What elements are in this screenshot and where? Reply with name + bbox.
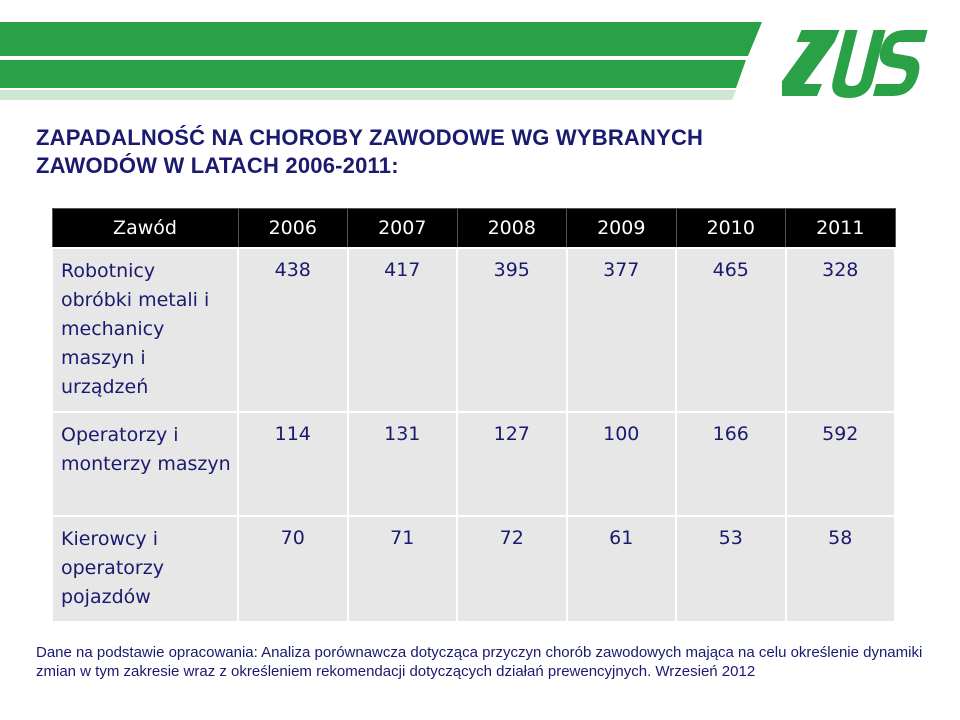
table-cell: 114 — [237, 411, 349, 517]
header-cell-2007: 2007 — [347, 208, 458, 249]
table-cell: 131 — [346, 411, 458, 517]
table-cell: 71 — [346, 515, 458, 623]
header-stripes — [0, 22, 762, 100]
zus-logo-mark — [775, 30, 928, 98]
table-cell: 377 — [565, 247, 677, 413]
table-cell: 72 — [456, 515, 568, 623]
table-cell: 592 — [784, 411, 896, 517]
table-header-row: Zawód 2006 2007 2008 2009 2010 2011 — [51, 208, 896, 249]
header-cell-2011: 2011 — [785, 208, 896, 249]
zus-logo — [775, 12, 932, 112]
row-label: Kierowcy i operatorzy pojazdów — [51, 515, 239, 623]
header-cell-occupation: Zawód — [51, 208, 239, 249]
header-cell-2010: 2010 — [675, 208, 786, 249]
table-cell: 127 — [456, 411, 568, 517]
row-label: Robotnicy obróbki metali i mechanicy mas… — [51, 247, 239, 413]
table-cell: 328 — [784, 247, 896, 413]
table-cell: 61 — [565, 515, 677, 623]
table-cell: 100 — [565, 411, 677, 517]
table-cell: 395 — [456, 247, 568, 413]
table-cell: 53 — [675, 515, 787, 623]
title-line-2: ZAWODÓW W LATACH 2006-2011: — [36, 153, 399, 178]
title-line-1: ZAPADALNOŚĆ NA CHOROBY ZAWODOWE WG WYBRA… — [36, 125, 704, 150]
page-title: ZAPADALNOŚĆ NA CHOROBY ZAWODOWE WG WYBRA… — [36, 124, 896, 180]
table-cell: 58 — [784, 515, 896, 623]
table-row: Kierowcy i operatorzy pojazdów 70 71 72 … — [51, 515, 896, 623]
source-note: Dane na podstawie opracowania: Analiza p… — [36, 644, 923, 680]
header-cell-2008: 2008 — [456, 208, 567, 249]
row-label: Operatorzy i monterzy maszyn — [51, 411, 239, 517]
header-cell-2006: 2006 — [237, 208, 348, 249]
occupational-disease-table: Zawód 2006 2007 2008 2009 2010 2011 Robo… — [51, 208, 896, 623]
table-cell: 465 — [675, 247, 787, 413]
table-row: Robotnicy obróbki metali i mechanicy mas… — [51, 247, 896, 413]
table-cell: 417 — [346, 247, 458, 413]
table-cell: 70 — [237, 515, 349, 623]
table-cell: 166 — [675, 411, 787, 517]
table-cell: 438 — [237, 247, 349, 413]
header-cell-2009: 2009 — [566, 208, 677, 249]
header-band — [0, 0, 960, 120]
table-row: Operatorzy i monterzy maszyn 114 131 127… — [51, 411, 896, 517]
